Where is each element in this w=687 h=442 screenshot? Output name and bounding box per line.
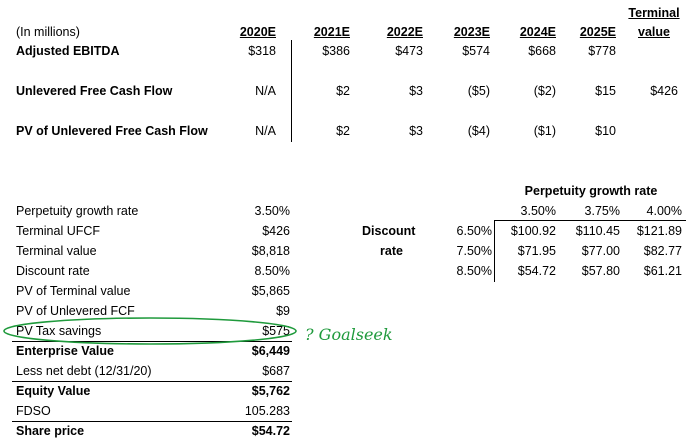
val-label-perpetuity-growth-rate: Perpetuity growth rate [16, 204, 139, 218]
cell-ebitda-2021e: $386 [322, 44, 350, 58]
val-label-equity-value: Equity Value [16, 384, 91, 398]
year-header-2022e: 2022E [386, 25, 423, 39]
val-value-enterprise-value: $6,449 [251, 344, 290, 358]
sensitivity-cell-r1c1: $100.92 [510, 224, 556, 238]
sensitivity-title: Perpetuity growth rate [524, 184, 658, 198]
sensitivity-cell-r1c3: $121.89 [636, 224, 682, 238]
sensitivity-header-rule [494, 220, 686, 221]
val-value-perpetuity-growth-rate: 3.50% [254, 204, 290, 218]
val-value-terminal-value: $8,818 [251, 244, 290, 258]
cell-pv-ufcf-2020e: N/A [255, 124, 276, 138]
sensitivity-discount-rate-3: 8.50% [456, 264, 492, 278]
sensitivity-discount-rate-2: 7.50% [456, 244, 492, 258]
val-value-terminal-ufcf: $426 [262, 224, 290, 238]
val-label-share-price: Share price [16, 424, 85, 438]
val-value-discount-rate: 8.50% [254, 264, 290, 278]
sensitivity-row-divider [494, 220, 495, 282]
sensitivity-cell-r3c3: $61.21 [643, 264, 682, 278]
val-label-enterprise-value: Enterprise Value [16, 344, 114, 358]
val-label-terminal-ufcf: Terminal UFCF [16, 224, 101, 238]
sensitivity-growth-rate-3: 4.00% [646, 204, 682, 218]
sensitivity-cell-r2c3: $82.77 [643, 244, 682, 258]
val-value-less-net-debt: $687 [262, 364, 290, 378]
terminal-header-line2: value [638, 25, 670, 39]
val-value-equity-value: $5,762 [251, 384, 290, 398]
val-label-pv-tax-savings: PV Tax savings [16, 324, 102, 338]
units-label: (In millions) [16, 25, 80, 39]
cell-pv-ufcf-2024e: ($1) [533, 124, 556, 138]
sensitivity-cell-r2c2: $77.00 [581, 244, 620, 258]
subtotal-rule-enterprise [12, 341, 292, 342]
val-label-less-net-debt: Less net debt (12/31/20) [16, 364, 152, 378]
sensitivity-growth-rate-1: 3.50% [520, 204, 556, 218]
sensitivity-cell-r3c2: $57.80 [581, 264, 620, 278]
cell-ufcf-terminal: $426 [650, 84, 678, 98]
sensitivity-discount-rate-1: 6.50% [456, 224, 492, 238]
year-header-2025e: 2025E [579, 25, 616, 39]
subtotal-rule-equity [12, 381, 292, 382]
cell-ufcf-2022e: $3 [409, 84, 423, 98]
cell-pv-ufcf-2023e: ($4) [467, 124, 490, 138]
val-value-pv-terminal-value: $5,865 [251, 284, 290, 298]
val-value-fdso: 105.283 [244, 404, 290, 418]
row-label-unlevered-fcf: Unlevered Free Cash Flow [16, 84, 173, 98]
val-value-share-price: $54.72 [251, 424, 290, 438]
cell-ebitda-2020e: $318 [248, 44, 276, 58]
val-value-pv-unlevered-fcf: $9 [276, 304, 290, 318]
year-header-2021e: 2021E [313, 25, 350, 39]
sensitivity-cell-r3c1: $54.72 [517, 264, 556, 278]
sensitivity-growth-rate-2: 3.75% [584, 204, 620, 218]
val-label-terminal-value: Terminal value [16, 244, 97, 258]
val-value-pv-tax-savings: $575 [262, 324, 290, 338]
sensitivity-row-label-line1: Discount [362, 224, 416, 238]
handwritten-goalseek-note: ? Goalseek [305, 325, 393, 344]
cell-ebitda-2023e: $574 [462, 44, 490, 58]
val-label-fdso: FDSO [16, 404, 51, 418]
val-label-discount-rate: Discount rate [16, 264, 90, 278]
cell-ufcf-2020e: N/A [255, 84, 276, 98]
subtotal-rule-share-price [12, 421, 292, 422]
year-header-2020e: 2020E [239, 25, 276, 39]
cell-ufcf-2024e: ($2) [533, 84, 556, 98]
val-label-pv-unlevered-fcf: PV of Unlevered FCF [16, 304, 135, 318]
year-header-2023e: 2023E [453, 25, 490, 39]
cell-ufcf-2021e: $2 [336, 84, 350, 98]
year-column-divider [291, 40, 292, 142]
row-label-pv-unlevered-fcf: PV of Unlevered Free Cash Flow [16, 124, 208, 138]
year-header-2024e: 2024E [519, 25, 556, 39]
cell-ebitda-2025e: $778 [588, 44, 616, 58]
cell-pv-ufcf-2021e: $2 [336, 124, 350, 138]
sensitivity-cell-r2c1: $71.95 [517, 244, 556, 258]
cell-pv-ufcf-2025e: $10 [595, 124, 616, 138]
cell-ufcf-2023e: ($5) [467, 84, 490, 98]
sensitivity-cell-r1c2: $110.45 [575, 224, 620, 238]
val-label-pv-terminal-value: PV of Terminal value [16, 284, 131, 298]
row-label-adjusted-ebitda: Adjusted EBITDA [16, 44, 120, 58]
sensitivity-row-label-line2: rate [380, 244, 403, 258]
cell-pv-ufcf-2022e: $3 [409, 124, 423, 138]
cell-ebitda-2024e: $668 [528, 44, 556, 58]
cell-ebitda-2022e: $473 [395, 44, 423, 58]
cell-ufcf-2025e: $15 [595, 84, 616, 98]
terminal-header-line1: Terminal [628, 6, 680, 20]
